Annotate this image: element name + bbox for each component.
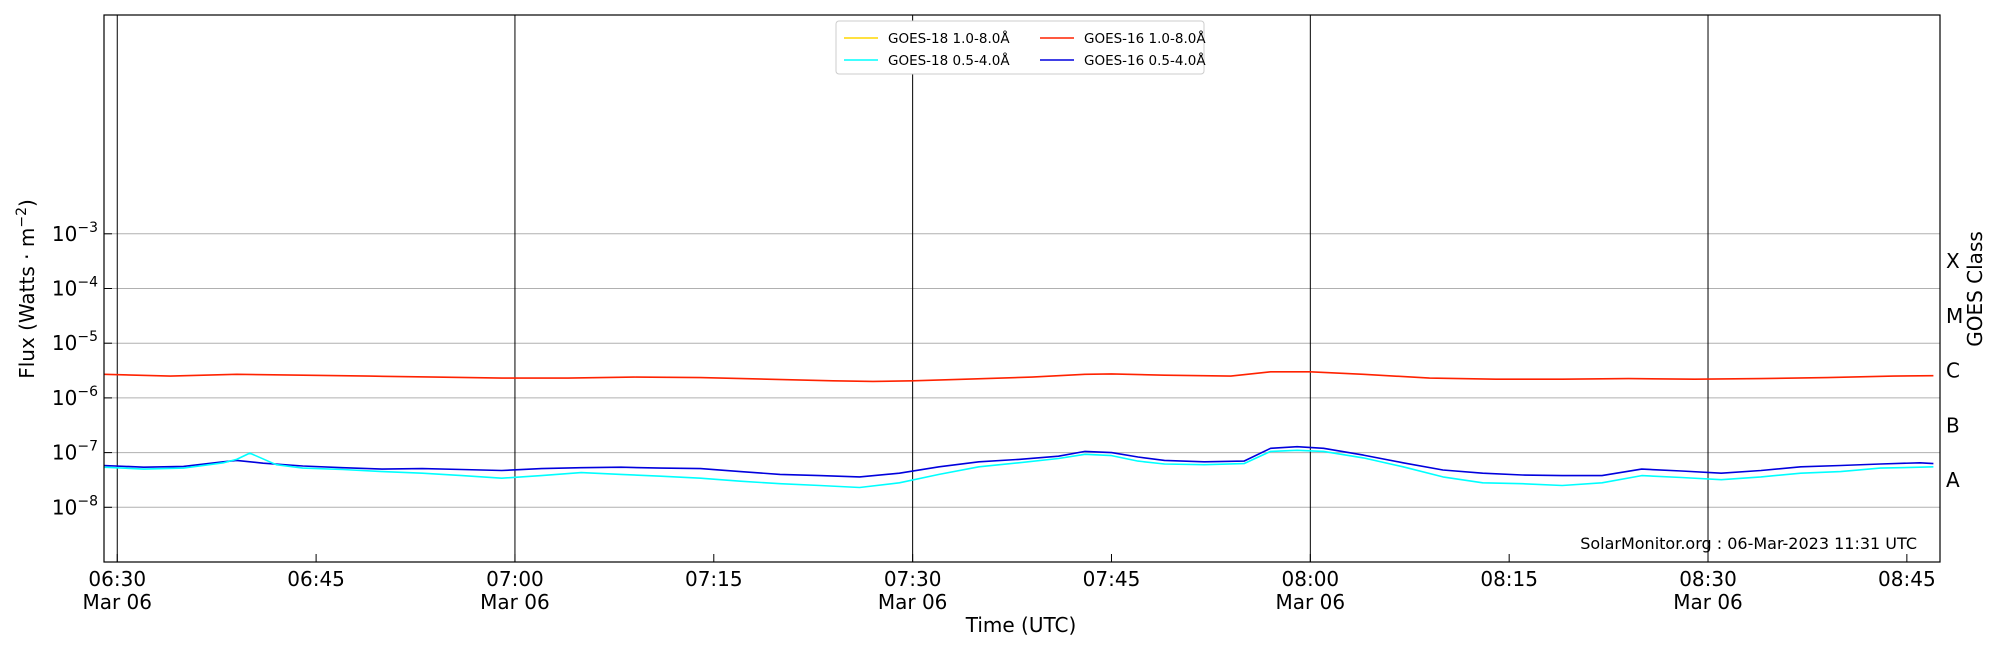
x-tick-label: 08:00 xyxy=(1282,567,1340,591)
x-tick-label: 07:30 xyxy=(884,567,942,591)
goes-class-labels: A B C M X xyxy=(1946,249,1963,492)
y-axis-ticks: 10−8 10−7 10−6 10−5 10−4 10−3 xyxy=(52,220,112,519)
goes-class-label-b: B xyxy=(1946,413,1960,437)
x-tick-date-label: Mar 06 xyxy=(1673,590,1743,614)
series-layer xyxy=(103,370,1934,489)
y-axis-label-tail: ) xyxy=(15,199,39,207)
y-tick-label: 10−5 xyxy=(52,329,98,355)
legend-label: GOES-18 0.5-4.0Å xyxy=(888,52,1010,69)
legend-label: GOES-16 1.0-8.0Å xyxy=(1084,30,1206,47)
legend-box xyxy=(835,20,1205,75)
series-line-goes-16-0-5-4-0 xyxy=(103,445,1934,478)
goes-class-label-c: C xyxy=(1946,359,1960,383)
x-tick-date-label: Mar 06 xyxy=(878,590,948,614)
y-tick-label: 10−8 xyxy=(52,493,98,519)
y-axis-label-base: Flux (Watts · m xyxy=(15,228,39,379)
legend-label: GOES-16 0.5-4.0Å xyxy=(1084,52,1206,69)
x-tick-date-label: Mar 06 xyxy=(82,590,152,614)
y-tick-label: 10−7 xyxy=(52,439,98,465)
y-tick-label: 10−6 xyxy=(52,384,98,410)
x-tick-label: 06:30 xyxy=(88,567,146,591)
legend-label: GOES-18 1.0-8.0Å xyxy=(888,30,1010,47)
watermark: SolarMonitor.org : 06-Mar-2023 11:31 UTC xyxy=(1580,534,1917,553)
x-tick-date-label: Mar 06 xyxy=(1276,590,1346,614)
x-tick-label: 08:45 xyxy=(1878,567,1936,591)
y-tick-label: 10−3 xyxy=(52,220,98,246)
x-tick-label: 07:00 xyxy=(486,567,544,591)
legend: GOES-18 1.0-8.0Å GOES-18 0.5-4.0Å GOES-16 … xyxy=(835,20,1206,75)
y-axis-label-exp: −2 xyxy=(14,207,30,228)
series-line-goes-16-1-0-8-0 xyxy=(103,370,1934,383)
x-tick-date-label: Mar 06 xyxy=(480,590,550,614)
grid-layer xyxy=(104,233,1940,508)
x-tick-label: 08:30 xyxy=(1679,567,1737,591)
goes-class-label-x: X xyxy=(1946,249,1960,273)
x-tick-label: 07:15 xyxy=(685,567,743,591)
x-tick-label: 08:15 xyxy=(1480,567,1538,591)
x-tick-label: 06:45 xyxy=(287,567,345,591)
y-tick-label: 10−4 xyxy=(52,275,98,301)
goes-class-label-m: M xyxy=(1946,304,1963,328)
x-axis-label: Time (UTC) xyxy=(965,613,1077,637)
goes-class-axis-label: GOES Class xyxy=(1963,231,1987,347)
series-line-goes-18-0-5-4-0 xyxy=(103,449,1934,489)
y-axis-label: Flux (Watts · m−2) xyxy=(14,199,39,379)
goes-class-label-a: A xyxy=(1946,468,1960,492)
x-tick-label: 07:45 xyxy=(1083,567,1141,591)
